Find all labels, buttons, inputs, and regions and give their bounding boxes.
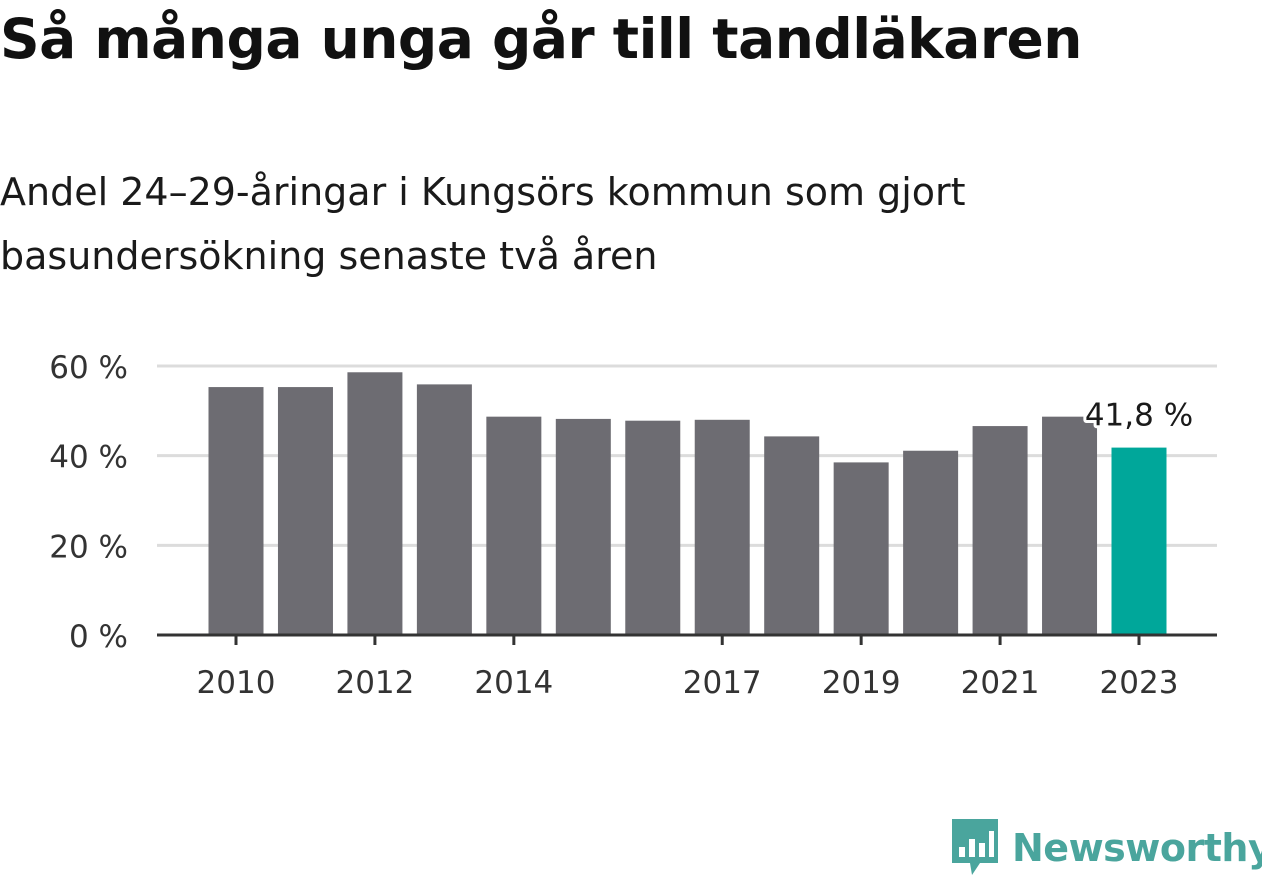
x-tick-label: 2017 [683,665,762,701]
bar-2014 [486,416,542,635]
x-tick-label: 2023 [1100,665,1179,701]
bar-2013 [416,384,472,635]
bar-2017 [694,419,750,635]
newsworthy-logo-icon [952,819,998,875]
x-tick-label: 2012 [335,665,414,701]
y-tick-label: 20 % [49,529,128,565]
brand-name: Newsworthy [1012,826,1262,870]
bar-2011 [277,387,333,635]
x-tick-label: 2014 [474,665,553,701]
bar-2020 [903,450,959,635]
chart-title: Så många unga går till tandläkaren [0,7,1082,71]
bar-2016 [625,420,681,635]
labels: 0 % 20 % 40 % 60 % 2010 2012 2014 2017 2019 2021 2… [49,350,1196,701]
chart-subtitle: Andel 24–29-åringar i Kungsörs kommun so… [0,170,966,278]
bar-2023 [1111,447,1167,635]
bar-2018 [764,436,820,635]
bar-2022 [1042,416,1098,635]
bar-2021 [972,426,1028,635]
axes [157,633,1217,645]
brand-logo: Newsworthy [950,818,1262,878]
bar-2019 [833,462,889,635]
x-tick-label: 2021 [961,665,1040,701]
y-tick-label: 40 % [49,440,128,476]
bar-2015 [555,418,611,635]
x-tick-label: 2010 [197,665,276,701]
grid-lines [157,364,1217,547]
bar-2012 [347,372,403,635]
y-tick-label: 60 % [49,350,128,386]
y-tick-label: 0 % [69,619,128,655]
highlight-value-label: 41,8 % [1085,398,1193,434]
bar-2010 [208,387,264,635]
bars [208,372,1167,635]
x-tick-label: 2019 [822,665,901,701]
